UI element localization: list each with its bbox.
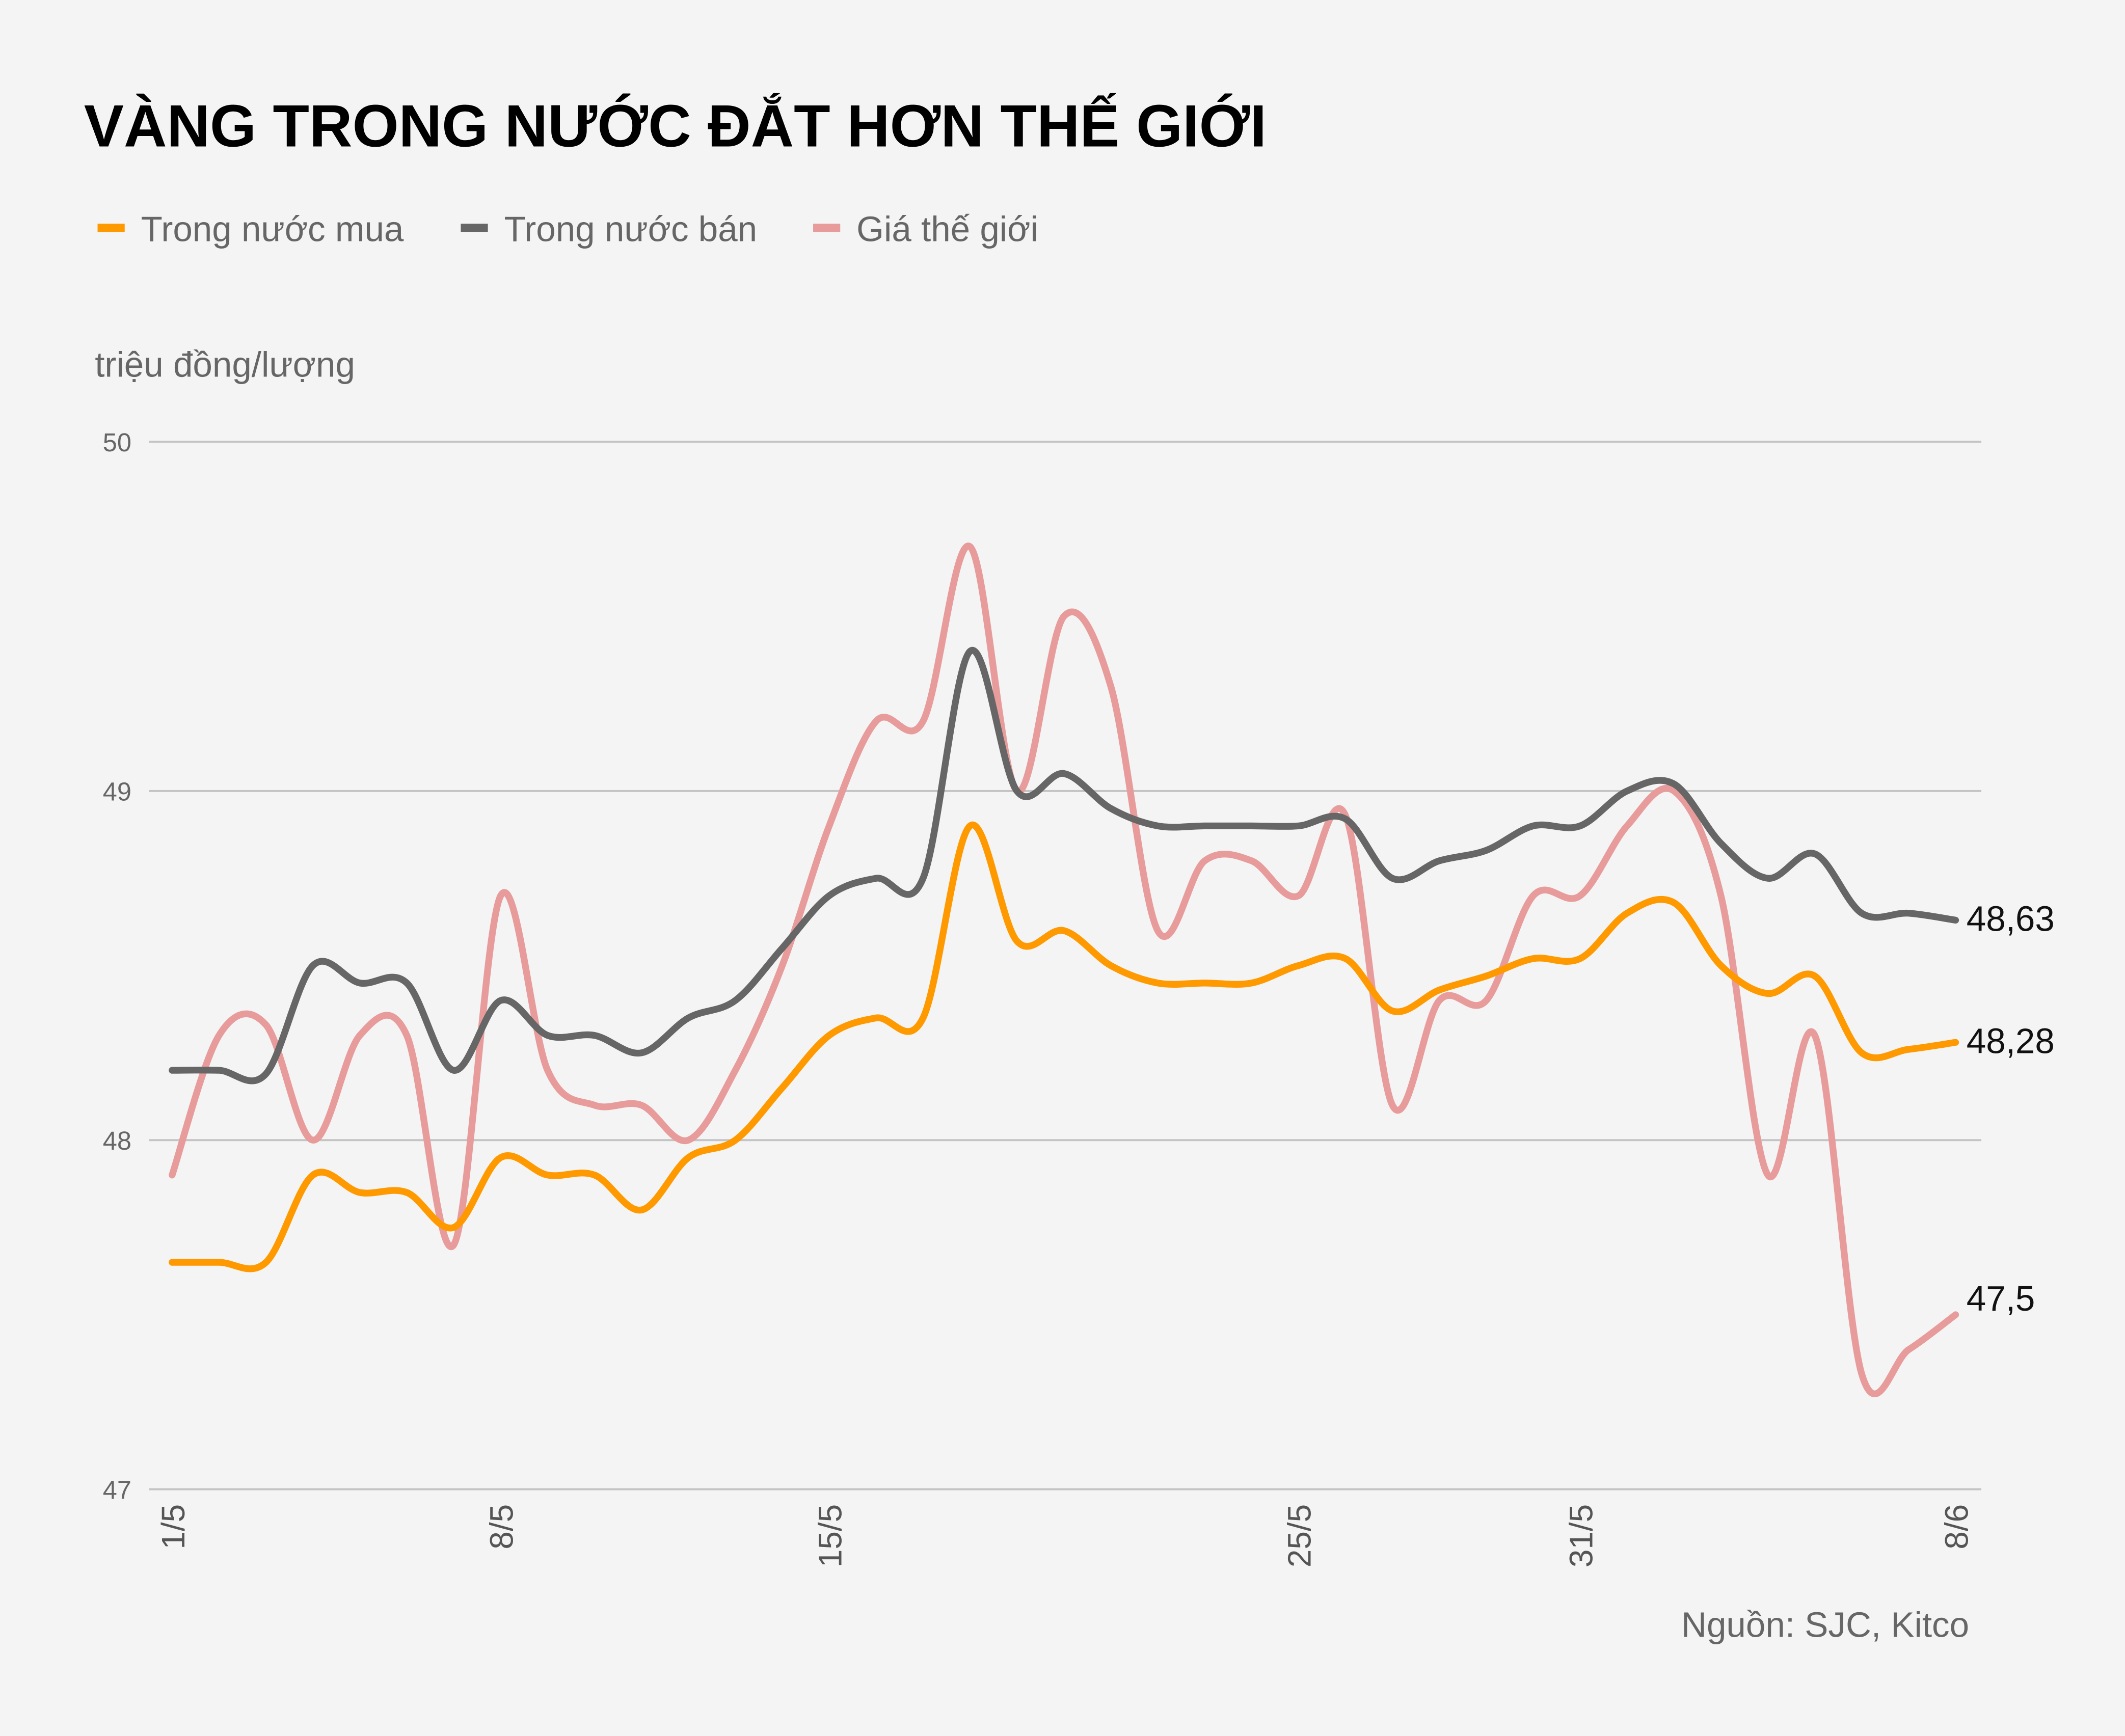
legend: Trong nước mua Trong nước bán Giá thế giới — [97, 209, 1038, 249]
legend-label: Trong nước mua — [141, 209, 404, 249]
legend-swatch — [97, 224, 125, 232]
x-tick-label: 8/6 — [1938, 1504, 1975, 1550]
end-label: 47,5 — [1967, 1279, 2035, 1318]
x-tick-label: 25/5 — [1281, 1504, 1318, 1567]
series-line-1 — [169, 646, 1959, 1084]
y-tick-label: 50 — [103, 428, 131, 457]
legend-label: Giá thế giới — [856, 209, 1038, 249]
legend-label: Trong nước bán — [504, 209, 758, 249]
x-tick-label: 31/5 — [1563, 1504, 1599, 1567]
y-tick-label: 48 — [103, 1126, 131, 1155]
x-ticks: 1/5 8/5 15/5 25/5 31/5 8/6 — [155, 1504, 1975, 1567]
end-label: 48,63 — [1967, 899, 2055, 939]
x-tick-label: 8/5 — [483, 1504, 520, 1550]
source-note: Nguồn: SJC, Kitco — [1681, 1605, 1969, 1645]
x-tick-label: 1/5 — [155, 1504, 192, 1550]
series-line-0 — [169, 821, 1959, 1272]
legend-swatch — [461, 224, 488, 232]
series-lines — [169, 542, 1959, 1397]
chart-title: VÀNG TRONG NƯỚC ĐẮT HƠN THẾ GIỚI — [84, 93, 1267, 159]
series-line-2 — [169, 542, 1959, 1397]
end-label: 48,28 — [1967, 1021, 2055, 1061]
end-labels: 47,5 48,63 48,28 — [1967, 899, 2055, 1318]
gridlines — [149, 441, 1982, 1490]
y-ticks: 47 48 49 50 — [103, 428, 131, 1504]
y-tick-label: 47 — [103, 1475, 131, 1504]
x-tick-label: 15/5 — [812, 1504, 848, 1567]
y-axis-label: triệu đồng/lượng — [95, 345, 355, 385]
legend-swatch — [813, 224, 841, 232]
y-tick-label: 49 — [103, 777, 131, 806]
